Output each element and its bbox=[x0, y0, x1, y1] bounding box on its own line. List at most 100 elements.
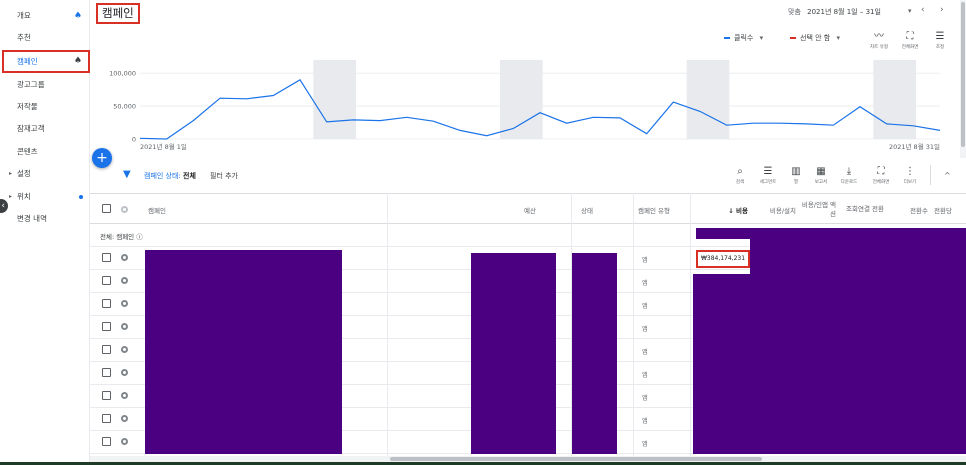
clicks-line-chart: 0 50,000 100,000 2021년 8월 1일 2021년 8월 31일 bbox=[109, 60, 941, 151]
status-icon bbox=[121, 300, 128, 307]
chart-fullscreen-button[interactable]: ⛶ 전체화면 bbox=[897, 30, 923, 50]
columns-icon: ▥ bbox=[791, 166, 801, 177]
add-filter-button[interactable]: 필터 추가 bbox=[210, 172, 238, 180]
add-campaign-button[interactable]: + bbox=[92, 148, 112, 168]
col-cost-per-install[interactable]: 비용/설치 bbox=[769, 206, 796, 215]
row-checkbox[interactable] bbox=[102, 322, 111, 331]
date-range-value: 2021년 8월 1일 – 31일 bbox=[807, 8, 881, 16]
sidebar-item-label: 추천 bbox=[17, 33, 31, 42]
col-campaign[interactable]: 캠페인 bbox=[148, 206, 166, 215]
col-budget[interactable]: 예산 bbox=[524, 206, 536, 215]
filter-key: 캠페인 상태: bbox=[144, 172, 181, 180]
campaign-type-cell: 앱 bbox=[642, 303, 648, 310]
redacted-statuses bbox=[572, 253, 617, 454]
status-icon bbox=[121, 415, 128, 422]
col-cost-per-conversion[interactable]: 전환당 bbox=[934, 206, 952, 215]
table-header: 캠페인 예산 상태 캠페인 유형 ↓ 비용 비용/설치 비용/인앱 액션 조회연… bbox=[90, 193, 966, 224]
column-divider bbox=[387, 193, 388, 465]
date-range-label: 맞춤 bbox=[788, 8, 801, 16]
tool-label: 전체화면 bbox=[901, 45, 919, 50]
sidebar-item-locations[interactable]: ▸ 위치 bbox=[0, 186, 90, 208]
status-icon bbox=[121, 277, 128, 284]
report-button[interactable]: ▦ 보고서 bbox=[808, 165, 834, 185]
col-conversions[interactable]: 전환수 bbox=[910, 206, 928, 215]
row-checkbox[interactable] bbox=[102, 368, 111, 377]
weekend-band bbox=[686, 60, 730, 139]
row-checkbox[interactable] bbox=[102, 414, 111, 423]
col-cost-per-in-app-action[interactable]: 비용/인앱 액션 bbox=[801, 200, 836, 218]
metric2-swatch bbox=[790, 37, 796, 39]
metric1-selector[interactable]: 클릭수 ▾ bbox=[724, 33, 763, 43]
filter-icon[interactable]: ▼ bbox=[123, 169, 131, 180]
sidebar-item-campaigns[interactable]: 캠페인 ♠ bbox=[2, 50, 90, 73]
campaign-type-cell: 앱 bbox=[642, 418, 648, 425]
total-label-text: 전체: 캠페인 bbox=[100, 233, 135, 241]
row-checkbox[interactable] bbox=[102, 391, 111, 400]
redacted-campaign-names bbox=[145, 250, 342, 454]
sidebar-item-label: 변경 내역 bbox=[17, 214, 47, 223]
col-status[interactable]: 상태 bbox=[581, 206, 593, 215]
status-icon bbox=[121, 254, 128, 261]
row-checkbox[interactable] bbox=[102, 253, 111, 262]
status-header-icon bbox=[121, 206, 128, 213]
metric2-selector[interactable]: 선택 안 함 ▾ bbox=[790, 33, 840, 43]
col-campaign-type[interactable]: 캠페인 유형 bbox=[638, 206, 670, 215]
tool-label: 차트 유형 bbox=[870, 45, 888, 50]
tool-label: 다운로드 bbox=[840, 180, 858, 185]
download-button[interactable]: ⤓ 다운로드 bbox=[836, 165, 862, 185]
column-divider bbox=[690, 193, 691, 465]
status-icon bbox=[121, 392, 128, 399]
sidebar-item-label: 설정 bbox=[17, 169, 31, 178]
redacted-budgets bbox=[471, 253, 556, 454]
col-cost[interactable]: ↓ 비용 bbox=[728, 206, 748, 215]
next-period-icon[interactable]: › bbox=[940, 5, 944, 15]
col-view-through-conversions[interactable]: 조회연결 전환 bbox=[846, 205, 884, 213]
caret-right-icon: ▸ bbox=[9, 170, 13, 177]
sidebar-item-settings[interactable]: ▸ 설정 bbox=[0, 163, 90, 185]
row-checkbox[interactable] bbox=[102, 345, 111, 354]
chevron-down-icon: ▾ bbox=[759, 34, 764, 42]
help-icon[interactable]: ⓘ bbox=[136, 233, 143, 241]
date-range-picker[interactable]: 맞춤 2021년 8월 1일 – 31일 bbox=[788, 7, 881, 17]
sidebar-item-overview[interactable]: 개요 ♠ bbox=[0, 5, 90, 27]
row-checkbox[interactable] bbox=[102, 276, 111, 285]
trending-icon: 〰 bbox=[874, 31, 884, 42]
chart-adjust-button[interactable]: ☰ 조정 bbox=[927, 30, 953, 50]
prev-period-icon[interactable]: ‹ bbox=[921, 5, 925, 15]
chevron-up-icon[interactable]: ^ bbox=[944, 171, 951, 180]
horizontal-scrollbar-thumb[interactable] bbox=[390, 457, 762, 461]
table-fullscreen-button[interactable]: ⛶ 전체화면 bbox=[868, 165, 894, 185]
campaign-type-cell: 앱 bbox=[642, 372, 648, 379]
segment-button[interactable]: ☰ 세그먼트 bbox=[755, 165, 781, 185]
sidebar-item-recommendations[interactable]: 추천 bbox=[0, 27, 90, 49]
sidebar-item-change-history[interactable]: 변경 내역 bbox=[0, 208, 90, 230]
sidebar-item-label: 콘텐츠 bbox=[17, 147, 38, 156]
select-all-checkbox[interactable] bbox=[102, 204, 111, 213]
weekend-band bbox=[500, 60, 543, 139]
chevron-down-icon[interactable]: ▾ bbox=[908, 7, 912, 15]
more-button[interactable]: ⋮ 더보기 bbox=[897, 165, 923, 185]
sidebar-item-assets[interactable]: 저작물 bbox=[0, 96, 90, 118]
total-label: 전체: 캠페인 ⓘ bbox=[100, 231, 143, 241]
row-checkbox[interactable] bbox=[102, 299, 111, 308]
vertical-scrollbar-thumb[interactable] bbox=[961, 2, 965, 147]
fullscreen-icon: ⛶ bbox=[877, 166, 885, 177]
sidebar-item-audiences[interactable]: 잠재고객 bbox=[0, 118, 90, 140]
status-icon bbox=[121, 346, 128, 353]
collapse-sidebar-icon[interactable]: ‹ bbox=[0, 199, 8, 213]
row-checkbox[interactable] bbox=[102, 437, 111, 446]
tool-label: 조정 bbox=[935, 45, 945, 50]
y-tick-label: 50,000 bbox=[113, 103, 136, 111]
sidebar-item-content[interactable]: 콘텐츠 bbox=[0, 141, 90, 163]
sidebar-item-ad-groups[interactable]: 광고그룹 bbox=[0, 74, 90, 96]
download-icon: ⤓ bbox=[846, 166, 852, 177]
search-button[interactable]: ⌕ 검색 bbox=[727, 165, 753, 185]
campaign-status-filter[interactable]: 캠페인 상태: 전체 bbox=[144, 171, 196, 181]
more-icon: ⋮ bbox=[905, 166, 915, 177]
campaign-type-cell: 앱 bbox=[642, 395, 648, 402]
columns-button[interactable]: ▥ 열 bbox=[783, 165, 809, 185]
sidebar-item-label: 저작물 bbox=[17, 102, 38, 111]
redacted-metrics-top bbox=[750, 228, 966, 274]
chart-type-button[interactable]: 〰 차트 유형 bbox=[866, 30, 892, 50]
campaign-type-cell: 앱 bbox=[642, 280, 648, 287]
